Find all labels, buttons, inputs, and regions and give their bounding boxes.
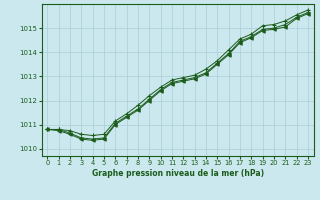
X-axis label: Graphe pression niveau de la mer (hPa): Graphe pression niveau de la mer (hPa) xyxy=(92,169,264,178)
